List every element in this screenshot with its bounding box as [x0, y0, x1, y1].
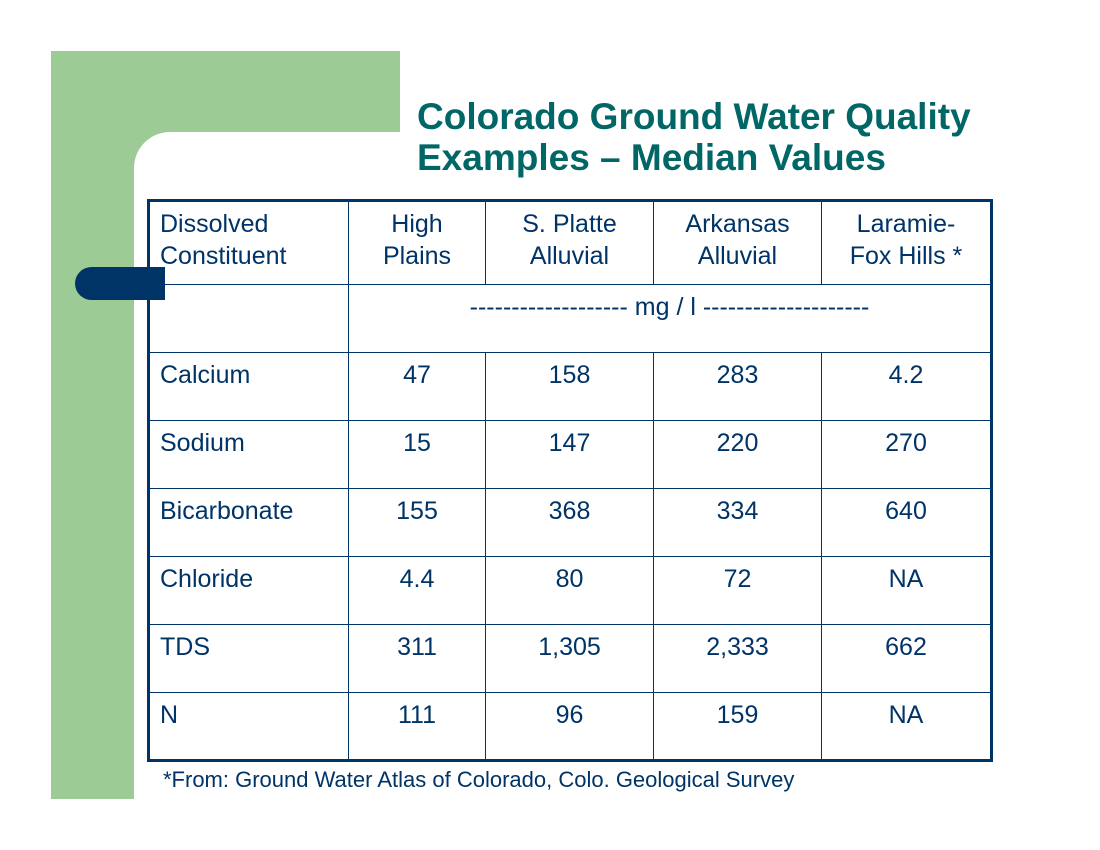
table-cell: 47 — [348, 352, 486, 421]
slide-title-line-1: Colorado Ground Water Quality — [417, 96, 971, 137]
row-label-calcium: Calcium — [148, 352, 349, 421]
column-header-arkansas: Arkansas Alluvial — [653, 200, 822, 285]
table-cell: 4.2 — [821, 352, 992, 421]
table-row: TDS 311 1,305 2,333 662 — [148, 624, 992, 693]
table-row: Calcium 47 158 283 4.2 — [148, 352, 992, 421]
units-row-blank-cell — [148, 284, 349, 353]
table-row: Chloride 4.4 80 72 NA — [148, 556, 992, 625]
table-cell: 2,333 — [653, 624, 822, 693]
table-cell: 147 — [485, 420, 654, 489]
row-label-sodium: Sodium — [148, 420, 349, 489]
column-header-constituent: Dissolved Constituent — [148, 200, 349, 285]
table-cell: 155 — [348, 488, 486, 557]
table-cell: 270 — [821, 420, 992, 489]
table-cell: 283 — [653, 352, 822, 421]
table-cell: 159 — [653, 692, 822, 761]
table-cell: 662 — [821, 624, 992, 693]
row-label-chloride: Chloride — [148, 556, 349, 625]
table-cell: 111 — [348, 692, 486, 761]
row-label-bicarbonate: Bicarbonate — [148, 488, 349, 557]
column-header-laramie-fox-hills: Laramie- Fox Hills * — [821, 200, 992, 285]
row-label-tds: TDS — [148, 624, 349, 693]
table-cell: 640 — [821, 488, 992, 557]
table-cell: 4.4 — [348, 556, 486, 625]
slide-title: Colorado Ground Water Quality Examples –… — [417, 96, 971, 178]
table-cell: 334 — [653, 488, 822, 557]
table-cell: NA — [821, 692, 992, 761]
column-header-s-platte: S. Platte Alluvial — [485, 200, 654, 285]
table-row: Bicarbonate 155 368 334 640 — [148, 488, 992, 557]
table-cell: 1,305 — [485, 624, 654, 693]
column-header-high-plains: High Plains — [348, 200, 486, 285]
water-quality-table: Dissolved Constituent High Plains S. Pla… — [147, 199, 993, 762]
row-label-n: N — [148, 692, 349, 761]
units-label: ------------------- mg / l -------------… — [348, 284, 992, 353]
units-row: ------------------- mg / l -------------… — [148, 284, 992, 353]
header-row: Dissolved Constituent High Plains S. Pla… — [148, 200, 992, 285]
table-cell: 220 — [653, 420, 822, 489]
table-cell: 96 — [485, 692, 654, 761]
table-cell: 15 — [348, 420, 486, 489]
table-cell: 80 — [485, 556, 654, 625]
table-cell: 311 — [348, 624, 486, 693]
table-row: Sodium 15 147 220 270 — [148, 420, 992, 489]
slide-title-line-2: Examples – Median Values — [417, 137, 886, 178]
table-cell: 158 — [485, 352, 654, 421]
table-cell: 72 — [653, 556, 822, 625]
table-row: N 111 96 159 NA — [148, 692, 992, 761]
source-footnote: *From: Ground Water Atlas of Colorado, C… — [163, 767, 795, 792]
table-cell: NA — [821, 556, 992, 625]
table-cell: 368 — [485, 488, 654, 557]
